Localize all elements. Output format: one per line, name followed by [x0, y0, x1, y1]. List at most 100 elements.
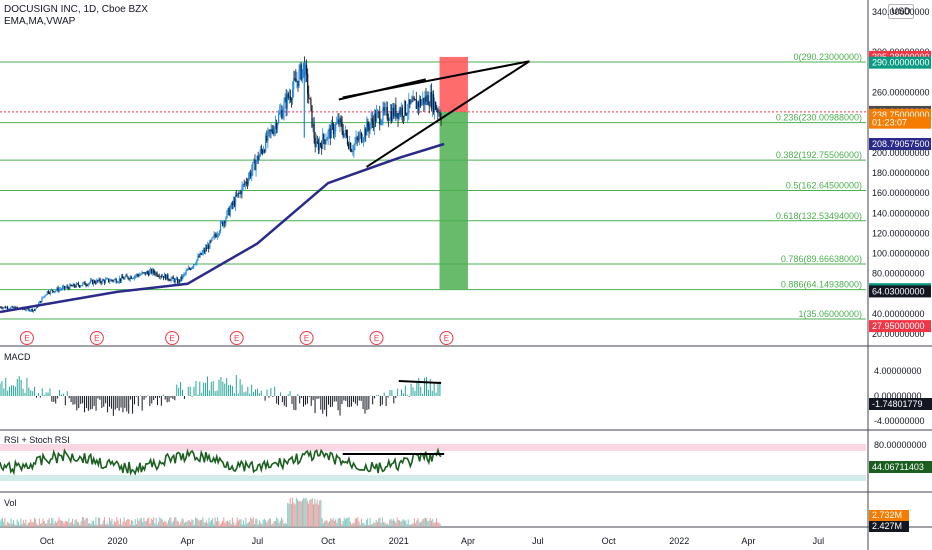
macd-tick: 0.00000000: [874, 391, 922, 401]
candle-body: [327, 131, 329, 139]
candle-body: [231, 202, 233, 206]
candle-body: [165, 274, 167, 280]
candle-body: [69, 284, 71, 290]
macd-badge-bg: [869, 398, 932, 410]
currency-button[interactable]: USD: [888, 4, 914, 19]
rsi-oversold-band: [0, 475, 866, 481]
candle-body: [57, 287, 59, 292]
candle-body: [166, 274, 168, 280]
candle-body: [371, 118, 373, 122]
price-tick: 120.00000000: [872, 228, 930, 238]
candle-body: [25, 309, 27, 311]
candle-body: [145, 271, 147, 275]
channel-top-line: [338, 78, 426, 101]
candle-body: [11, 306, 13, 308]
earnings-marker-icon: [89, 331, 104, 345]
candle-body: [397, 113, 399, 119]
time-label: 2020: [108, 536, 128, 546]
candle-body: [43, 295, 45, 298]
candle-body: [378, 111, 380, 113]
candle-body: [416, 102, 419, 109]
price-badge-bg: [869, 56, 931, 69]
candle-body: [399, 110, 401, 115]
candle-body: [82, 282, 84, 286]
candle-body: [129, 276, 131, 280]
candle-body: [101, 279, 103, 284]
vol-badge: 2.732M: [872, 510, 902, 520]
candle-body: [367, 121, 369, 128]
candle-body: [329, 128, 331, 139]
candle-body: [120, 276, 123, 281]
candle-body: [388, 119, 391, 121]
candle-body: [62, 285, 65, 288]
fib-level-label: 0.786(89.66638000): [781, 254, 862, 264]
candle-body: [1, 307, 3, 309]
time-label: Oct: [321, 536, 336, 546]
earnings-marker-label: E: [169, 334, 174, 343]
candle-body: [229, 208, 231, 216]
candle-body: [340, 118, 342, 123]
price-axis: 340.00000000300.00000000260.00000000200.…: [869, 7, 931, 339]
candle-body: [181, 276, 183, 279]
candle-body: [232, 200, 235, 206]
candle-body: [425, 96, 427, 102]
candle-body: [71, 285, 73, 287]
fib-level-label: 0.618(132.53494000): [776, 211, 862, 221]
candle-body: [204, 247, 207, 252]
candle-body: [55, 290, 57, 291]
candle-body: [424, 96, 426, 105]
macd-tick: 4.00000000: [874, 366, 922, 376]
rsi-overbought-band: [0, 444, 866, 451]
candle-body: [4, 306, 6, 309]
position-zones: [439, 56, 468, 290]
candle-body: [10, 307, 12, 309]
candle-body: [282, 112, 284, 119]
candle-body: [307, 73, 309, 95]
candle-body: [398, 110, 400, 119]
candle-body: [309, 98, 311, 100]
price-tick: 40.00000000: [872, 309, 925, 319]
indicator-list[interactable]: EMA,MA,VWAP: [4, 16, 76, 27]
candle-body: [105, 278, 108, 280]
time-label: Oct: [602, 536, 617, 546]
candle-body: [76, 283, 79, 285]
candle-body: [276, 123, 279, 130]
candle-body: [114, 279, 116, 280]
candle-body: [279, 112, 281, 115]
candle-body: [370, 118, 372, 125]
candle-body: [412, 97, 414, 102]
macd-badge: -1.74801779: [872, 399, 923, 409]
candle-body: [251, 170, 253, 177]
candle-body: [333, 131, 336, 135]
candle-body: [213, 234, 215, 237]
wedge-lower-line: [365, 60, 530, 168]
time-axis: Oct 2020 Apr Jul Oct 2021 Apr Jul Oct 2022 Apr Jul: [40, 536, 824, 546]
candle-body: [385, 107, 387, 108]
candle-body: [421, 101, 423, 106]
candle-body: [429, 92, 431, 107]
candle-body: [289, 96, 292, 100]
candle-body: [255, 162, 257, 171]
candle-body: [195, 263, 197, 265]
candle-body: [106, 278, 109, 280]
candle-body: [49, 289, 52, 294]
candle-body: [96, 280, 98, 284]
candle-body: [54, 290, 56, 293]
candle-body: [113, 279, 115, 282]
candle-body: [158, 276, 160, 278]
candle-body: [60, 289, 62, 290]
candle-body: [137, 274, 139, 276]
candle-body: [39, 301, 41, 304]
candle-body: [268, 129, 270, 131]
candle-body: [97, 280, 99, 281]
candle-body: [104, 279, 107, 283]
candle-body: [264, 150, 266, 152]
price-badge: 208.79057500: [872, 139, 930, 149]
candle-body: [35, 305, 38, 309]
candle-body: [435, 101, 437, 110]
candle-body: [414, 99, 416, 101]
candle-body: [393, 107, 395, 117]
rsi-badge: 44.06711403: [872, 462, 924, 472]
